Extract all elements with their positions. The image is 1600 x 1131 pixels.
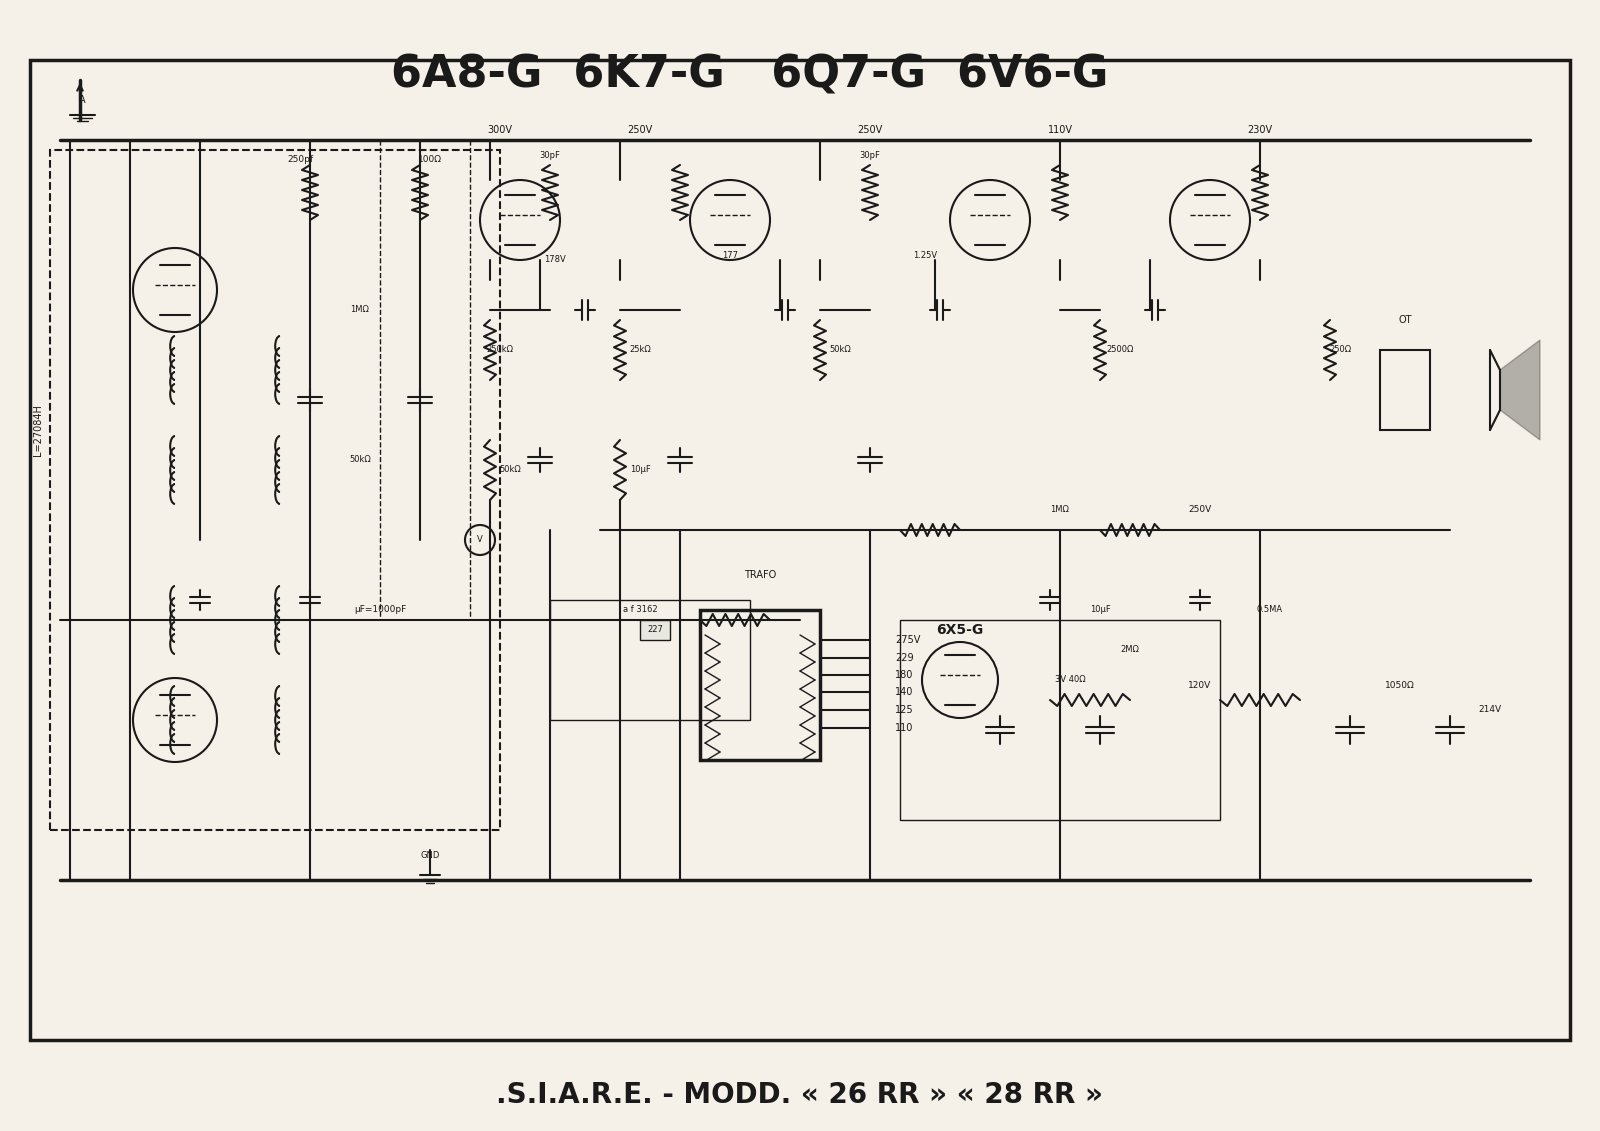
Text: L=27084H: L=27084H: [34, 404, 43, 456]
Text: GND: GND: [421, 851, 440, 860]
Text: OT: OT: [1398, 316, 1411, 325]
Text: 110V: 110V: [1048, 126, 1072, 135]
Text: 50kΩ: 50kΩ: [499, 466, 522, 475]
Text: 178V: 178V: [544, 256, 566, 265]
Text: 2MΩ: 2MΩ: [1120, 646, 1139, 655]
Bar: [550, 601, 750, 720]
Text: 227: 227: [646, 625, 662, 634]
Text: 10μF: 10μF: [630, 466, 650, 475]
Text: a f 3162: a f 3162: [622, 605, 658, 614]
Text: 100Ω: 100Ω: [418, 155, 442, 164]
Text: TRAFO: TRAFO: [744, 570, 776, 580]
Text: 275V: 275V: [894, 634, 920, 645]
Bar: [30, 60, 1570, 1041]
Text: 180: 180: [894, 670, 914, 680]
Text: 177: 177: [722, 250, 738, 259]
Text: 140: 140: [894, 687, 914, 697]
Text: 250V: 250V: [1189, 506, 1211, 515]
Text: 3V 40Ω: 3V 40Ω: [1054, 675, 1085, 684]
Text: 229: 229: [894, 653, 914, 663]
Text: μF=1000pF: μF=1000pF: [354, 605, 406, 614]
Text: 50kΩ: 50kΩ: [829, 345, 851, 354]
Text: 50kΩ: 50kΩ: [349, 456, 371, 465]
Text: A: A: [78, 95, 85, 105]
Text: 120V: 120V: [1189, 681, 1211, 690]
Text: 1MΩ: 1MΩ: [1051, 506, 1069, 515]
Text: 250V: 250V: [627, 126, 653, 135]
Text: 6X5-G: 6X5-G: [936, 623, 984, 637]
Text: 30pF: 30pF: [859, 150, 880, 159]
Text: V: V: [477, 535, 483, 544]
Text: 250Ω: 250Ω: [1330, 345, 1350, 354]
Text: 230V: 230V: [1248, 126, 1272, 135]
Text: 1MΩ: 1MΩ: [350, 305, 370, 314]
Text: 250kΩ: 250kΩ: [486, 345, 514, 354]
Text: 10μF: 10μF: [1090, 605, 1110, 614]
Text: 214V: 214V: [1478, 706, 1501, 715]
Bar: [899, 620, 1221, 820]
Text: 250V: 250V: [858, 126, 883, 135]
Text: 2500Ω: 2500Ω: [1106, 345, 1134, 354]
Text: 250pf: 250pf: [286, 155, 314, 164]
Text: .S.I.A.R.E. - MODD. « 26 RR » « 28 RR »: .S.I.A.R.E. - MODD. « 26 RR » « 28 RR »: [496, 1081, 1104, 1110]
Text: 1050Ω: 1050Ω: [1386, 681, 1414, 690]
Text: 1.25V: 1.25V: [914, 250, 938, 259]
Text: 6A8-G  6K7-G   6Q7-G  6V6-G: 6A8-G 6K7-G 6Q7-G 6V6-G: [392, 53, 1109, 96]
Text: 300V: 300V: [488, 126, 512, 135]
Text: 110: 110: [894, 723, 914, 733]
Text: 0.5MA: 0.5MA: [1258, 605, 1283, 614]
Text: 30pF: 30pF: [539, 150, 560, 159]
Bar: [1379, 349, 1430, 430]
Bar: [50, 150, 499, 830]
Polygon shape: [1501, 340, 1539, 440]
Text: 125: 125: [894, 705, 914, 715]
Text: 25kΩ: 25kΩ: [629, 345, 651, 354]
Bar: [640, 620, 670, 640]
Bar: [701, 610, 819, 760]
